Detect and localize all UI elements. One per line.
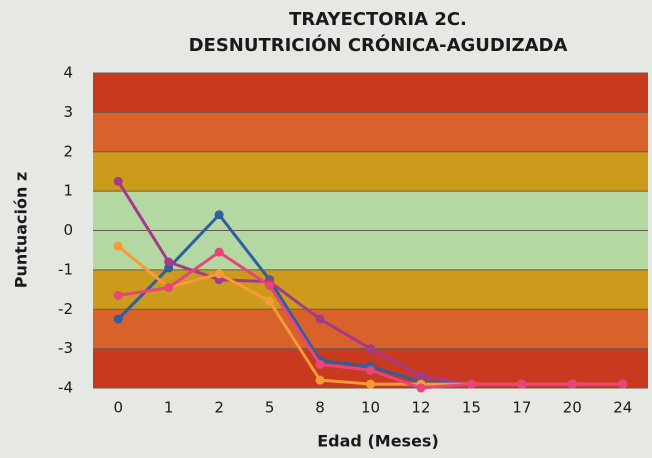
band: [93, 269, 648, 310]
y-tick-label: -4: [58, 379, 73, 397]
point: [618, 379, 628, 389]
point: [366, 365, 375, 375]
chart-title: TRAYECTORIA 2C.: [289, 9, 467, 30]
y-axis-label: Puntuación z: [12, 172, 31, 289]
point: [366, 379, 375, 389]
y-tick-label: -1: [58, 260, 73, 278]
band: [93, 73, 648, 113]
point: [265, 296, 275, 306]
point: [113, 290, 123, 300]
y-tick-label: -3: [58, 339, 73, 357]
x-tick-label: 0: [113, 399, 123, 417]
x-tick-label: 20: [563, 399, 582, 417]
y-tick-label: 1: [63, 182, 73, 200]
point: [214, 269, 224, 279]
point: [113, 314, 123, 324]
point: [113, 241, 123, 251]
chart-title: DESNUTRICIÓN CRÓNICA-AGUDIZADA: [189, 34, 568, 56]
x-tick-label: 5: [265, 399, 275, 417]
point: [214, 247, 224, 257]
y-tick-label: 2: [63, 142, 73, 160]
x-axis-label: Edad (Meses): [317, 432, 439, 451]
x-tick-label: 24: [613, 399, 632, 417]
point: [265, 281, 275, 291]
x-tick-label: 12: [411, 399, 430, 417]
y-tick-label: -2: [58, 300, 73, 318]
band: [93, 151, 648, 192]
x-tick-label: 15: [462, 399, 481, 417]
x-tick-label: 2: [214, 399, 224, 417]
point: [113, 176, 123, 186]
point: [315, 375, 325, 385]
x-tick-label: 8: [315, 399, 325, 417]
point: [517, 379, 527, 389]
point: [366, 344, 375, 354]
y-tick-label: 4: [63, 64, 73, 82]
point: [315, 359, 325, 369]
band: [93, 309, 648, 349]
x-tick-label: 10: [361, 399, 380, 417]
point: [416, 371, 426, 381]
x-tick-label: 17: [512, 399, 531, 417]
y-tick-label: 3: [63, 103, 73, 121]
point: [164, 257, 174, 267]
x-tick-label: 1: [164, 399, 174, 417]
point: [315, 314, 325, 324]
point: [416, 383, 426, 393]
point: [567, 379, 577, 389]
point: [214, 210, 224, 220]
band: [93, 112, 648, 152]
point: [466, 379, 476, 389]
point: [164, 283, 174, 293]
y-tick-label: 0: [63, 221, 73, 239]
